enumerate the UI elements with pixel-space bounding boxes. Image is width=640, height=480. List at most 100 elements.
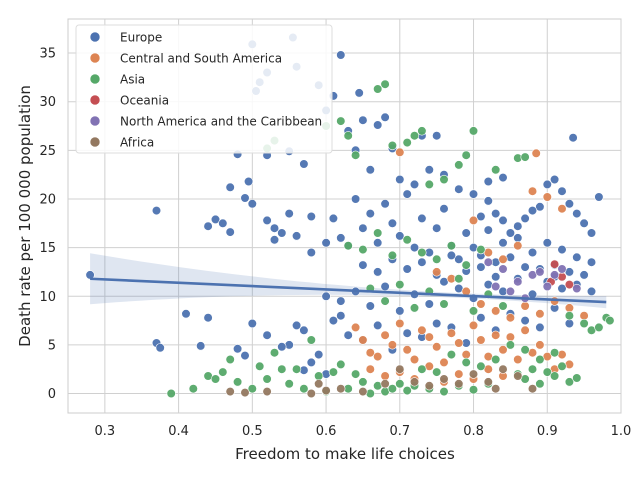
point-europe [535,202,545,212]
point-north-america-and-the-caribbean [513,277,523,287]
point-europe [402,264,412,274]
point-asia [579,318,589,329]
point-asia [549,371,560,381]
point-asia [233,377,243,387]
point-asia [395,280,405,290]
x-tick-label: 0.8 [463,424,484,439]
x-tick-label: 0.7 [389,424,410,439]
point-asia [402,138,412,148]
point-asia [476,245,486,255]
point-europe [240,351,250,361]
point-europe [336,311,346,321]
legend-label: Europe [120,31,162,45]
point-europe [387,218,398,228]
point-africa [225,387,235,397]
point-europe [358,223,368,233]
point-asia [432,367,442,377]
point-africa [498,364,508,374]
point-europe [373,320,383,331]
point-africa [491,384,501,394]
point-asia [468,126,479,136]
point-asia [527,364,538,374]
point-central-and-south-america [351,322,361,333]
point-europe [483,225,493,235]
point-europe [321,238,331,248]
point-asia [594,322,604,333]
x-tick-label: 0.9 [537,424,558,439]
legend-marker [89,52,101,64]
point-central-and-south-america [468,320,479,331]
point-europe [354,88,364,98]
y-tick-label: 25 [39,144,56,159]
point-central-and-south-america [579,311,589,321]
point-europe [491,209,501,219]
point-asia [314,371,324,381]
point-asia [491,165,501,175]
point-asia [520,345,530,355]
point-africa [240,388,250,398]
point-europe [269,223,280,233]
point-asia [328,367,339,377]
point-europe [454,184,464,194]
point-central-and-south-america [468,215,479,225]
y-tick-label: 0 [48,387,56,402]
point-central-and-south-america [395,147,405,157]
point-asia [549,348,560,358]
point-oceania [564,280,575,290]
point-europe [586,286,597,297]
point-asia [373,84,383,94]
point-europe [262,215,272,225]
point-north-america-and-the-caribbean [483,257,493,267]
point-central-and-south-america [527,186,538,196]
point-asia [351,150,361,160]
point-europe [557,186,567,196]
point-europe [424,165,434,175]
point-africa [424,381,434,391]
point-europe [306,247,316,258]
point-europe [306,357,316,368]
point-asia [446,350,457,360]
point-central-and-south-america [380,330,390,340]
point-europe [498,238,508,248]
legend-marker [89,73,101,85]
point-europe [155,343,165,353]
point-europe [557,283,567,294]
point-africa [321,386,331,396]
point-north-america-and-the-caribbean [535,267,545,277]
point-central-and-south-america [505,313,516,323]
point-central-and-south-america [513,241,523,251]
point-europe [240,193,250,203]
point-europe [262,330,272,340]
y-tick-label: 15 [39,241,56,256]
point-asia [262,374,272,384]
point-central-and-south-america [439,357,449,368]
point-central-and-south-america [542,192,552,202]
point-asia [358,245,368,255]
point-europe [196,341,206,351]
point-asia [461,150,471,160]
point-asia [446,241,457,251]
point-asia [380,79,390,89]
point-north-america-and-the-caribbean [542,281,552,292]
point-asia [402,235,412,245]
point-europe [439,204,449,214]
point-europe [579,218,589,228]
point-asia [247,384,257,394]
y-tick-label: 10 [39,290,56,305]
point-asia [491,354,501,365]
point-central-and-south-america [417,325,427,335]
point-asia [505,340,516,350]
point-africa [527,384,538,394]
point-europe [535,322,545,333]
point-africa [513,371,523,381]
point-asia [564,311,575,321]
y-tick-label: 30 [39,95,56,110]
point-europe [454,254,464,264]
point-central-and-south-america [557,204,567,214]
point-europe [306,211,316,222]
point-europe [380,199,390,209]
point-europe [557,245,567,255]
point-asia [255,361,265,371]
point-central-and-south-america [358,335,368,345]
data-points [85,32,615,399]
